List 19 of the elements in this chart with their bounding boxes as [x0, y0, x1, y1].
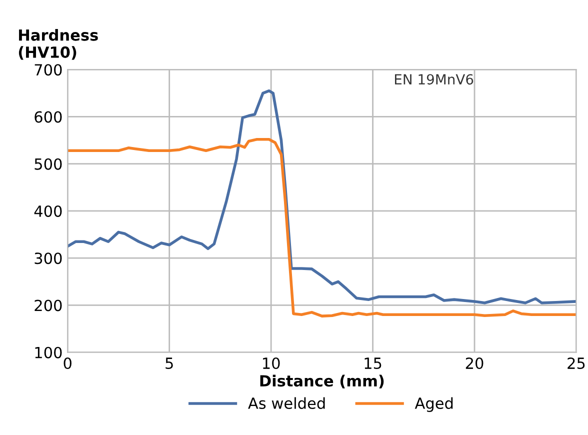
y-axis-title: Hardness (HV10)	[18, 29, 98, 60]
annotation: EN 19MnV6	[395, 74, 474, 85]
line-series	[68, 138, 576, 318]
x-tick-label: 25	[568, 357, 585, 370]
x-tick-label: 15	[364, 358, 382, 370]
legend-label: As welded	[248, 397, 325, 410]
legend-label: Aged	[414, 397, 453, 412]
y-tick-label: 600	[34, 111, 62, 123]
x-axis-title: Distance (mm)	[260, 374, 384, 388]
y-tick-label: 300	[34, 252, 62, 264]
y-tick-label: 100	[35, 346, 62, 358]
x-tick-label: 10	[263, 357, 280, 370]
y-tick-label: 200	[34, 300, 62, 312]
x-tick-label: 0	[64, 357, 72, 370]
x-tick-label: 5	[166, 358, 173, 370]
x-tick-label: 20	[466, 357, 484, 370]
y-tick-label: 400	[34, 205, 62, 217]
y-tick-label: 500	[34, 158, 62, 170]
y-tick-label: 700	[34, 64, 62, 76]
